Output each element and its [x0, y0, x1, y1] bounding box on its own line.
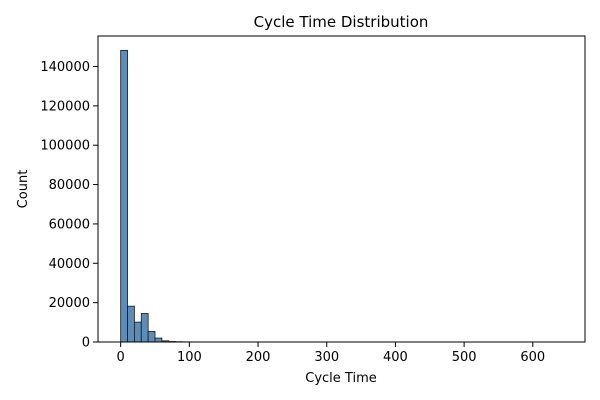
y-axis-ticks: 0 20000 40000 60000 80000 100000 120000 140000 — [40, 60, 98, 351]
x-tick-label: 400 — [383, 350, 408, 365]
histogram-bar — [147, 330, 156, 343]
x-tick-label: 300 — [314, 350, 339, 365]
y-axis-label: Count — [16, 170, 31, 209]
histogram-bar — [140, 313, 149, 343]
y-tick-label: 140000 — [40, 60, 90, 75]
y-tick-label: 40000 — [49, 257, 90, 272]
y-tick-label: 60000 — [49, 217, 90, 232]
x-tick-label: 200 — [246, 350, 271, 365]
y-tick-label: 0 — [82, 336, 90, 351]
histogram-bar — [120, 49, 128, 343]
y-tick-label: 100000 — [40, 139, 90, 154]
x-tick-label: 500 — [452, 350, 477, 365]
histogram-bar — [127, 305, 135, 343]
y-tick-label: 80000 — [49, 178, 90, 193]
x-axis-ticks: 0 100 200 300 400 500 600 — [117, 342, 545, 365]
plot-frame — [97, 35, 586, 343]
bars-layer — [120, 49, 190, 343]
histogram-bar — [134, 321, 142, 343]
y-tick-label: 20000 — [49, 296, 90, 311]
chart-title: Cycle Time Distribution — [254, 13, 429, 31]
y-tick-label: 120000 — [40, 99, 90, 114]
histogram-bar — [154, 337, 163, 343]
x-tick-label: 600 — [520, 350, 545, 365]
x-tick-label: 100 — [177, 350, 202, 365]
x-axis-label: Cycle Time — [305, 371, 376, 386]
x-tick-label: 0 — [117, 350, 125, 365]
